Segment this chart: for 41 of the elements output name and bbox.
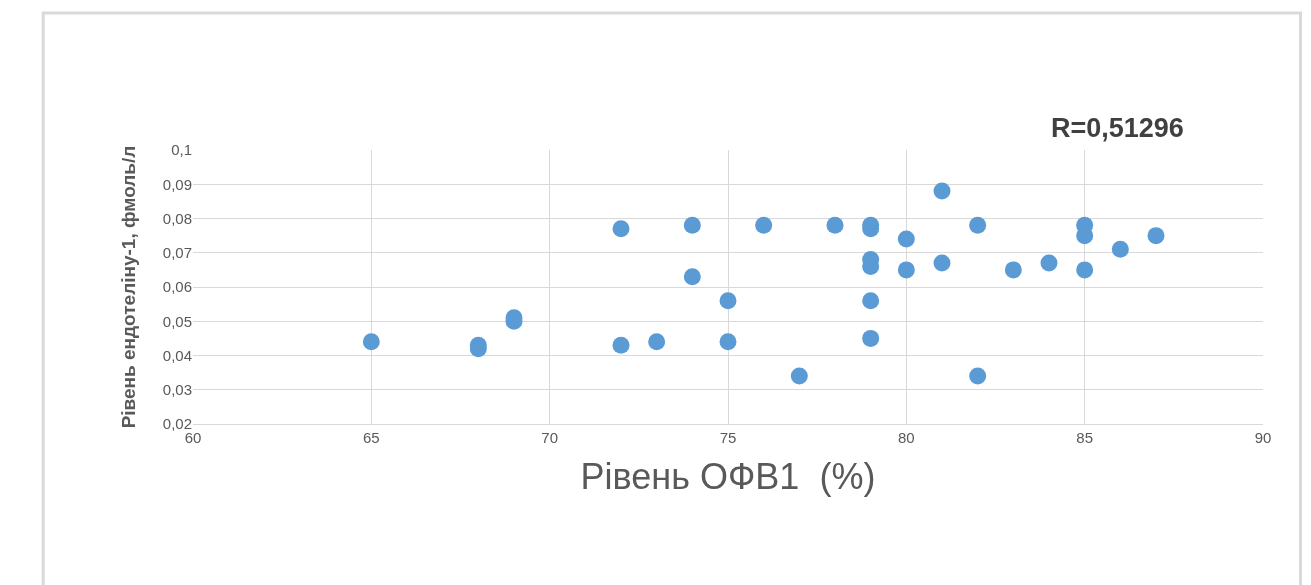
y-tick-label: 0,06 <box>162 278 192 296</box>
point <box>362 333 380 351</box>
point <box>1040 254 1058 272</box>
point <box>612 336 630 354</box>
x-tick-label: 80 <box>897 429 915 446</box>
y-tick-label: 0,08 <box>162 209 192 227</box>
point <box>862 292 880 310</box>
point <box>897 230 915 248</box>
y-tick-label: 0,03 <box>162 381 192 398</box>
x-axis-title: Рівень ОФВ1 (%) <box>580 455 876 497</box>
point <box>1147 227 1165 245</box>
point <box>790 367 808 385</box>
y-tick-label: 0,1 <box>171 141 192 159</box>
x-tick-label: 65 <box>362 429 380 446</box>
text: R=0,51296 <box>1051 113 1184 143</box>
y-tick-label: 0,05 <box>162 312 192 330</box>
x-tick-label: 85 <box>1076 429 1094 446</box>
point <box>1111 240 1129 258</box>
y-tick-label: 0,04 <box>162 346 192 364</box>
point <box>683 216 701 234</box>
point <box>1076 261 1094 279</box>
point <box>755 216 773 234</box>
point <box>826 216 844 234</box>
x-tick-label: 75 <box>719 429 737 446</box>
point <box>933 182 951 200</box>
point <box>969 216 987 234</box>
y-tick-label: 0,09 <box>162 175 192 193</box>
point <box>1004 261 1022 279</box>
y-tick-label: 0,07 <box>162 244 192 261</box>
point <box>612 220 630 238</box>
point <box>719 333 737 351</box>
point <box>719 292 737 310</box>
y-axis-title: Рівень ендотеліну-1, фмоль/л <box>117 145 139 429</box>
point <box>683 268 701 286</box>
x-tick-label: 90 <box>1254 429 1272 446</box>
point <box>897 261 915 279</box>
point <box>862 329 880 347</box>
point <box>648 333 666 351</box>
point <box>933 254 951 272</box>
x-tick-label: 70 <box>541 429 559 446</box>
point <box>969 367 987 385</box>
